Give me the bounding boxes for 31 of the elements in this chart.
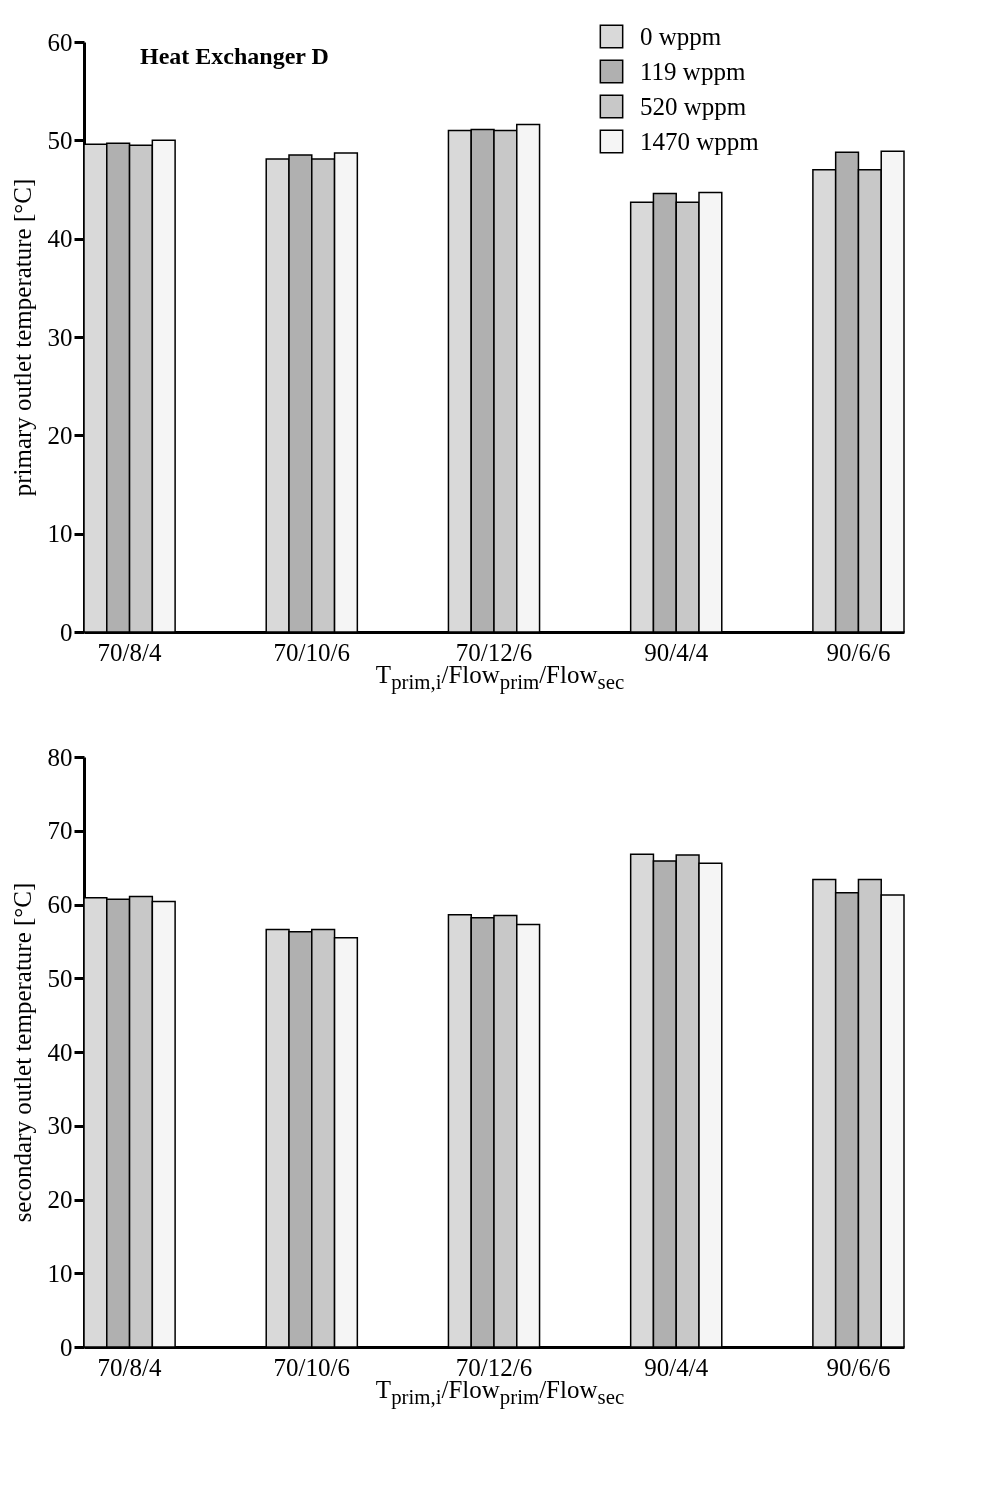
legend-label: 119 wppm bbox=[640, 57, 746, 85]
y-tick-label: 20 bbox=[47, 1186, 73, 1213]
y-tick-label: 0 bbox=[60, 1333, 73, 1361]
y-tick-label: 60 bbox=[47, 891, 73, 918]
chart-title: Heat Exchanger D bbox=[140, 43, 329, 69]
y-tick-label: 50 bbox=[47, 126, 73, 154]
y-tick-label: 10 bbox=[47, 520, 73, 548]
y-axis-title: primary outlet temperature [°C] bbox=[8, 178, 36, 497]
legend-label: 520 wppm bbox=[640, 92, 747, 120]
legend-label: 0 wppm bbox=[640, 22, 722, 50]
y-tick-label: 80 bbox=[47, 743, 73, 771]
y-tick-label: 10 bbox=[47, 1259, 73, 1287]
x-tick-label: 90/4/4 bbox=[644, 638, 709, 666]
x-tick-label: 90/6/6 bbox=[826, 1353, 891, 1381]
x-tick-label: 70/10/6 bbox=[273, 1353, 350, 1381]
x-tick-label: 70/8/4 bbox=[97, 1353, 162, 1381]
y-tick-label: 40 bbox=[47, 1038, 73, 1066]
y-tick-label: 20 bbox=[47, 421, 73, 449]
y-tick-label: 30 bbox=[47, 1112, 73, 1140]
y-tick-label: 30 bbox=[47, 323, 73, 351]
y-axis-title: secondary outlet temperature [°C] bbox=[8, 882, 36, 1223]
x-tick-label: 90/4/4 bbox=[644, 1353, 709, 1381]
y-tick-label: 70 bbox=[47, 817, 73, 845]
x-tick-label: 70/10/6 bbox=[273, 638, 350, 666]
x-tick-label: 90/6/6 bbox=[826, 638, 891, 666]
y-tick-label: 60 bbox=[47, 28, 73, 56]
x-tick-label: 70/8/4 bbox=[97, 638, 162, 666]
y-tick-label: 50 bbox=[47, 964, 73, 992]
y-tick-label: 40 bbox=[47, 225, 73, 253]
y-tick-label: 0 bbox=[60, 618, 73, 646]
legend-label: 1470 wppm bbox=[640, 127, 760, 155]
